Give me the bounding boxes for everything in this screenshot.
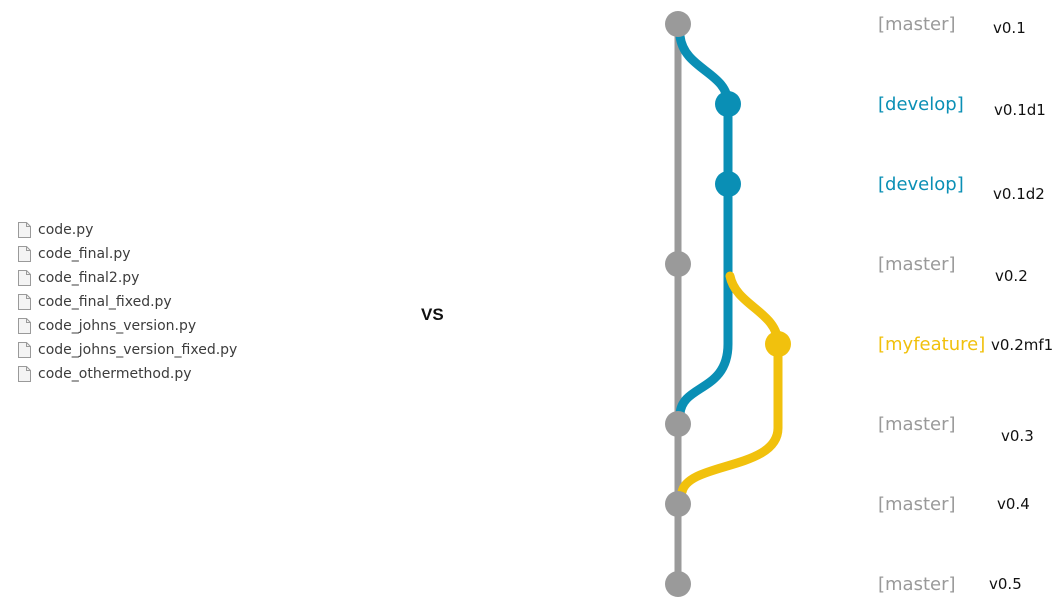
file-icon <box>18 246 31 262</box>
branch-label: [develop] <box>878 94 964 115</box>
file-icon <box>18 222 31 238</box>
version-label: v0.2mf1 <box>991 336 1054 354</box>
file-list: code.py code_final.py code_final2.py cod… <box>18 218 237 386</box>
version-label: v0.1d2 <box>993 185 1045 203</box>
version-label: v0.1 <box>993 19 1026 37</box>
file-name: code_johns_version.py <box>38 318 197 334</box>
branch-label: [master] <box>878 254 956 275</box>
vs-label: VS <box>421 305 444 324</box>
file-name: code_final.py <box>38 246 131 262</box>
version-label: v0.3 <box>1001 427 1034 445</box>
file-name: code_johns_version_fixed.py <box>38 342 238 358</box>
file-name: code_final2.py <box>38 270 140 286</box>
myfeature-branch-line <box>677 271 783 497</box>
commit-node-myfeature[interactable] <box>765 331 791 357</box>
branch-label: [master] <box>878 574 956 595</box>
commit-node-develop[interactable] <box>715 91 741 117</box>
file-icon <box>18 294 31 310</box>
file-name: code_othermethod.py <box>38 366 192 382</box>
branch-label: [master] <box>878 14 956 35</box>
file-icon <box>18 366 31 382</box>
branch-label: [myfeature] <box>878 334 986 355</box>
file-item[interactable]: code_final2.py <box>18 266 237 290</box>
file-item[interactable]: code_johns_version.py <box>18 314 237 338</box>
version-label: v0.5 <box>989 575 1022 593</box>
commit-node-master[interactable] <box>665 251 691 277</box>
commit-node-master[interactable] <box>665 411 691 437</box>
version-label: v0.1d1 <box>994 101 1046 119</box>
branch-label: [master] <box>878 494 956 515</box>
develop-branch-line <box>675 31 733 419</box>
file-icon <box>18 270 31 286</box>
file-item[interactable]: code.py <box>18 218 237 242</box>
file-item[interactable]: code_othermethod.py <box>18 362 237 386</box>
commit-node-master[interactable] <box>665 491 691 517</box>
file-item[interactable]: code_johns_version_fixed.py <box>18 338 237 362</box>
file-item[interactable]: code_final.py <box>18 242 237 266</box>
file-name: code_final_fixed.py <box>38 294 172 310</box>
file-icon <box>18 342 31 358</box>
branch-label: [develop] <box>878 174 964 195</box>
commit-node-master[interactable] <box>665 571 691 597</box>
file-name: code.py <box>38 222 94 238</box>
commit-node-master[interactable] <box>665 11 691 37</box>
branch-label: [master] <box>878 414 956 435</box>
commit-node-develop[interactable] <box>715 171 741 197</box>
file-item[interactable]: code_final_fixed.py <box>18 290 237 314</box>
version-label: v0.4 <box>997 495 1030 513</box>
file-icon <box>18 318 31 334</box>
version-label: v0.2 <box>995 267 1028 285</box>
